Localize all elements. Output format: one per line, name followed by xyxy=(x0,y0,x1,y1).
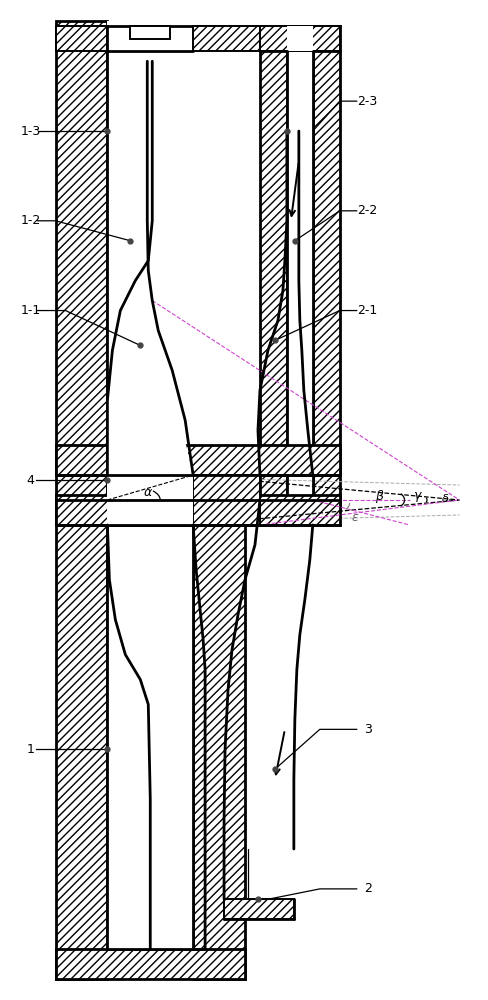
Bar xyxy=(260,26,286,510)
Polygon shape xyxy=(193,475,260,525)
Text: 2-3: 2-3 xyxy=(357,95,377,108)
Bar xyxy=(193,520,244,979)
Bar xyxy=(286,26,312,495)
Bar xyxy=(130,26,170,39)
Bar xyxy=(107,21,193,949)
Text: $\beta$: $\beta$ xyxy=(374,488,384,505)
Text: 1: 1 xyxy=(27,743,35,756)
Bar xyxy=(56,949,244,979)
Text: $\varepsilon$: $\varepsilon$ xyxy=(350,511,358,524)
Text: 2-1: 2-1 xyxy=(357,304,377,317)
Bar xyxy=(312,26,339,510)
Text: $\delta$: $\delta$ xyxy=(440,492,448,504)
Text: 1-1: 1-1 xyxy=(20,304,41,317)
Bar xyxy=(56,445,339,475)
Bar xyxy=(286,26,312,51)
Bar xyxy=(56,21,107,979)
Bar xyxy=(193,26,260,51)
Bar xyxy=(56,26,107,51)
Bar xyxy=(56,495,339,525)
Bar xyxy=(107,475,193,525)
Bar xyxy=(260,26,339,51)
Polygon shape xyxy=(107,301,193,475)
Text: 1-3: 1-3 xyxy=(20,125,41,138)
Text: 2-2: 2-2 xyxy=(357,204,377,217)
Text: $\alpha$: $\alpha$ xyxy=(143,486,153,499)
Text: 4: 4 xyxy=(27,474,35,487)
Text: 2: 2 xyxy=(363,882,371,895)
Bar xyxy=(224,899,293,919)
Text: 1-2: 1-2 xyxy=(20,214,41,227)
Bar xyxy=(107,26,193,51)
Text: 3: 3 xyxy=(363,723,371,736)
Text: $\gamma$: $\gamma$ xyxy=(412,490,422,504)
